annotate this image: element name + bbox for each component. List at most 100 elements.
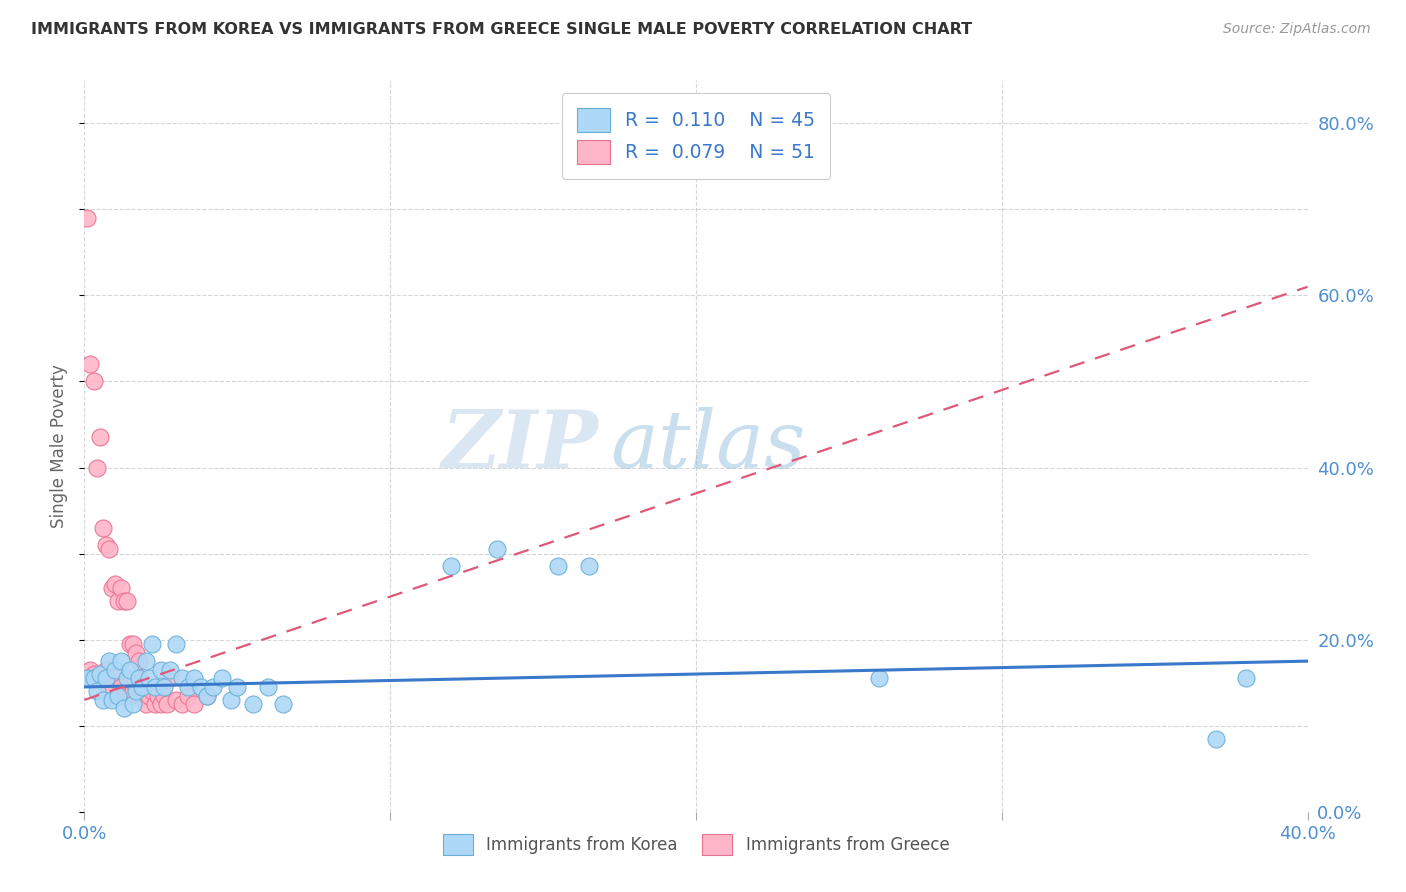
Point [104, 576, 127, 591]
Point [159, 671, 181, 685]
Point [195, 689, 218, 703]
Text: Source: ZipAtlas.com: Source: ZipAtlas.com [1223, 22, 1371, 37]
Point [143, 680, 166, 694]
Point [120, 637, 142, 651]
Point [83, 667, 105, 681]
Point [125, 680, 148, 694]
Point [869, 671, 891, 685]
Point [138, 671, 160, 685]
Point [128, 671, 150, 685]
Point [177, 680, 200, 694]
Point [104, 663, 127, 677]
Point [110, 654, 132, 668]
Point [112, 701, 135, 715]
Point [89, 667, 111, 681]
Point [89, 430, 111, 444]
Point [86, 671, 108, 685]
Point [97, 684, 120, 698]
Point [97, 542, 120, 557]
Point [153, 680, 176, 694]
Point [143, 697, 166, 711]
Point [86, 460, 108, 475]
Point [146, 689, 169, 703]
Point [1205, 731, 1227, 746]
Point [104, 671, 127, 685]
Point [89, 671, 111, 685]
Point [138, 689, 160, 703]
Point [271, 697, 294, 711]
Point [141, 637, 163, 651]
Point [165, 637, 187, 651]
Point [76, 671, 98, 685]
Point [149, 663, 172, 677]
Point [211, 671, 233, 685]
Point [107, 689, 129, 703]
Point [172, 697, 194, 711]
Point [120, 663, 142, 677]
Point [122, 637, 145, 651]
Point [135, 697, 157, 711]
Point [115, 689, 138, 703]
Point [226, 680, 249, 694]
Point [76, 671, 98, 685]
Point [135, 654, 157, 668]
Text: ZIP: ZIP [441, 408, 598, 484]
Point [76, 211, 98, 225]
Point [120, 689, 142, 703]
Y-axis label: Single Male Poverty: Single Male Poverty [51, 364, 69, 528]
Point [94, 538, 117, 552]
Point [115, 671, 138, 685]
Point [257, 680, 280, 694]
Text: IMMIGRANTS FROM KOREA VS IMMIGRANTS FROM GREECE SINGLE MALE POVERTY CORRELATION : IMMIGRANTS FROM KOREA VS IMMIGRANTS FROM… [31, 22, 972, 37]
Point [83, 671, 105, 685]
Point [79, 663, 101, 677]
Point [91, 693, 114, 707]
Point [79, 357, 101, 371]
Point [1236, 671, 1258, 685]
Point [149, 697, 172, 711]
Point [131, 689, 153, 703]
Point [440, 559, 463, 574]
Point [128, 671, 150, 685]
Point [141, 684, 163, 698]
Point [190, 680, 212, 694]
Point [83, 375, 105, 389]
Point [156, 697, 179, 711]
Point [101, 581, 124, 595]
Point [578, 559, 600, 574]
Point [486, 542, 509, 557]
Point [131, 680, 153, 694]
Point [159, 663, 181, 677]
Point [107, 689, 129, 703]
Point [122, 697, 145, 711]
Point [112, 689, 135, 703]
Point [183, 671, 205, 685]
Point [165, 693, 187, 707]
Point [91, 521, 114, 535]
Point [172, 671, 194, 685]
Point [177, 689, 200, 703]
Point [219, 693, 242, 707]
Point [125, 646, 148, 660]
Point [115, 594, 138, 608]
Point [242, 697, 264, 711]
Point [91, 671, 114, 685]
Point [107, 594, 129, 608]
Point [122, 684, 145, 698]
Point [101, 693, 124, 707]
Point [86, 684, 108, 698]
Point [97, 654, 120, 668]
Point [94, 671, 117, 685]
Point [183, 697, 205, 711]
Point [125, 684, 148, 698]
Point [547, 559, 569, 574]
Point [112, 594, 135, 608]
Point [101, 680, 124, 694]
Legend: Immigrants from Korea, Immigrants from Greece: Immigrants from Korea, Immigrants from G… [436, 827, 956, 862]
Point [110, 581, 132, 595]
Point [94, 663, 117, 677]
Point [201, 680, 224, 694]
Point [128, 654, 150, 668]
Point [195, 689, 218, 703]
Point [153, 689, 176, 703]
